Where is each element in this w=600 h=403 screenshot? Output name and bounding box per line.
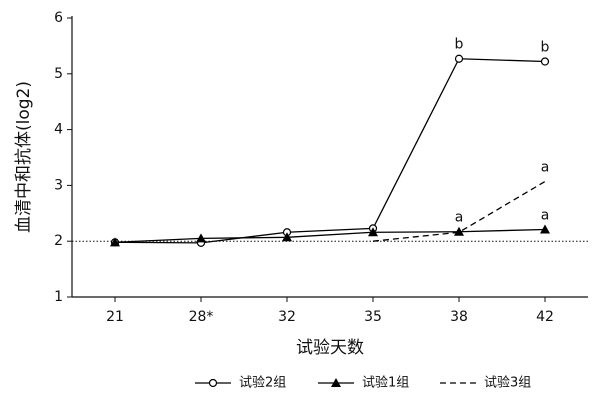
x-tick-label: 32 [278,309,296,325]
legend-label: 试验3组 [484,375,531,391]
x-tick-label: 21 [106,309,124,325]
legend-marker [331,378,341,387]
marker [454,54,464,63]
legend-label: 试验2组 [239,375,286,391]
x-tick-label: 28* [189,309,214,325]
point-label: a [541,159,550,175]
marker [454,226,464,236]
marker [368,227,378,237]
point-label: a [541,207,550,223]
y-axis-label: 血清中和抗体(log2) [14,81,34,233]
y-tick-label: 3 [54,177,63,193]
y-tick-label: 6 [54,10,63,26]
point-label: a [455,210,464,226]
x-tick-label: 42 [536,309,554,325]
marker [282,232,292,242]
y-tick-label: 1 [54,289,63,305]
marker [110,237,120,247]
point-label: b [455,37,464,53]
series-line [114,228,546,243]
point-label: b [541,40,550,56]
x-tick-label: 35 [364,309,382,325]
marker [196,233,206,243]
x-tick-label: 38 [450,309,468,325]
legend-label: 试验1组 [362,375,409,391]
y-tick-label: 4 [54,122,63,138]
y-tick-label: 2 [54,233,63,249]
legend-marker [208,378,218,388]
marker [540,57,550,66]
marker [540,224,550,234]
series-line [114,58,546,244]
x-axis-label: 试验天数 [296,338,364,358]
y-tick-label: 5 [54,66,63,82]
series-line [372,180,546,242]
